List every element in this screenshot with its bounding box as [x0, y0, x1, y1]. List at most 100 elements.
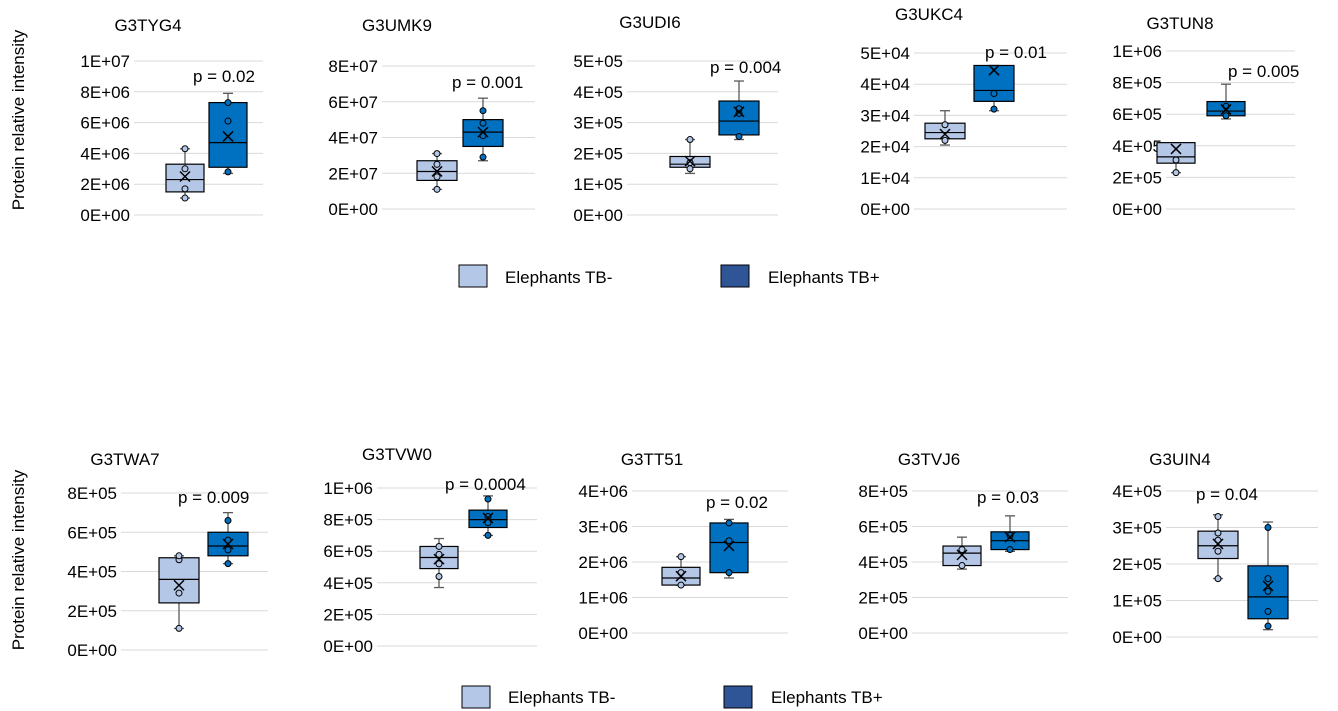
- box-tb-negative: [158, 552, 200, 632]
- y-tick-label: 1E+06: [323, 479, 373, 498]
- box-tb-positive: [990, 515, 1030, 554]
- data-point: [479, 153, 487, 161]
- box-tb-positive: [462, 97, 504, 162]
- data-point: [1264, 607, 1272, 615]
- mean-marker: [988, 64, 1000, 76]
- y-tick-label: 3E+05: [1112, 519, 1162, 538]
- legend-label-tb-negative: Elephants TB-: [508, 688, 615, 707]
- chart-title: G3TUN8: [1146, 14, 1213, 33]
- box-tb-negative: [165, 145, 205, 202]
- chart-panel-g3uin4: G3UIN4 0E+00 1E+05 2E+05 3E+05 4E+05 p = 0.04: [1112, 450, 1318, 647]
- p-value-label: p = 0.04: [1196, 485, 1258, 504]
- box-tb-negative: [661, 553, 701, 589]
- box-tb-positive: [973, 64, 1015, 113]
- mean-marker: [173, 579, 185, 591]
- y-tick-label: 8E+05: [858, 482, 908, 501]
- data-point: [1006, 546, 1014, 554]
- data-point: [958, 562, 966, 570]
- y-tick-label: 6E+05: [858, 518, 908, 537]
- data-point: [686, 159, 694, 167]
- y-tick-label: 1E+05: [1112, 592, 1162, 611]
- chart-title: G3UKC4: [895, 5, 963, 24]
- mean-marker: [723, 540, 735, 552]
- data-point: [479, 119, 487, 127]
- data-point: [433, 185, 441, 193]
- data-point: [735, 132, 743, 140]
- mean-marker: [1212, 538, 1224, 550]
- data-point: [181, 185, 189, 193]
- data-point: [224, 168, 232, 176]
- mean-marker: [433, 553, 445, 565]
- data-point: [1006, 531, 1014, 539]
- data-point: [1264, 587, 1272, 595]
- y-tick-label: 8E+05: [67, 484, 117, 503]
- y-tick-label: 0E+00: [860, 200, 910, 219]
- y-axis-title-top: Protein relative intensity: [9, 29, 28, 210]
- data-point: [1172, 169, 1180, 177]
- legend-label-tb-positive: Elephants TB+: [768, 268, 880, 287]
- y-tick-label: 0E+00: [1112, 200, 1162, 219]
- y-tick-label: 0E+00: [858, 624, 908, 643]
- data-point: [1264, 622, 1272, 630]
- y-tick-label: 8E+05: [1112, 74, 1162, 93]
- mean-marker: [939, 128, 951, 140]
- chart-panel-g3twa7: G3TWA7 0E+00 2E+05 4E+05 6E+05 8E+05 p = 0.009: [67, 450, 268, 660]
- y-tick-label: 0E+00: [80, 206, 130, 225]
- y-tick-label: 1E+06: [1112, 42, 1162, 61]
- legend-label-tb-positive: Elephants TB+: [771, 688, 883, 707]
- data-point: [686, 136, 694, 144]
- data-point: [677, 553, 685, 561]
- legend-top: Elephants TB- Elephants TB+: [458, 264, 880, 288]
- data-point: [1214, 513, 1222, 521]
- y-tick-label: 2E+06: [578, 553, 628, 572]
- chart-title: G3UDI6: [619, 13, 680, 32]
- chart-panels: G3TYG4 0E+00 2E+06 4E+06 6E+06 8E+06 1E+07 p = …: [67, 5, 1318, 660]
- data-point: [181, 145, 189, 153]
- box-tb-negative: [942, 536, 982, 570]
- y-tick-label: 6E+05: [323, 542, 373, 561]
- data-point: [1214, 529, 1222, 537]
- iqr-box: [709, 522, 749, 574]
- y-tick-label: 4E+05: [1112, 137, 1162, 156]
- legend-swatch-tb-negative: [458, 264, 488, 288]
- p-value-label: p = 0.001: [452, 73, 523, 92]
- mean-marker: [431, 165, 443, 177]
- legend-swatch-tb-negative: [461, 685, 491, 709]
- y-tick-label: 8E+07: [328, 57, 378, 76]
- chart-panel-g3umk9: G3UMK9 0E+00 2E+07 4E+07 6E+07 8E+07 p = 0.001: [328, 16, 535, 219]
- p-value-label: p = 0.005: [1228, 62, 1299, 81]
- data-point: [479, 107, 487, 115]
- mean-marker: [733, 106, 745, 118]
- y-tick-label: 0E+00: [578, 624, 628, 643]
- legend-swatch-tb-positive: [723, 685, 753, 709]
- y-tick-label: 6E+05: [67, 523, 117, 542]
- data-point: [435, 572, 443, 580]
- data-point: [990, 90, 998, 98]
- chart-title: G3TWA7: [90, 450, 159, 469]
- box-tb-negative: [419, 537, 459, 589]
- y-tick-label: 4E+05: [67, 563, 117, 582]
- y-tick-label: 4E+05: [858, 553, 908, 572]
- box-tb-negative: [416, 150, 458, 193]
- data-point: [175, 589, 183, 597]
- box-tb-positive: [207, 511, 249, 568]
- chart-panel-g3tun8: G3TUN8 0E+00 2E+05 4E+05 6E+05 8E+05 1E+06 p = …: [1112, 14, 1299, 219]
- data-point: [484, 512, 492, 520]
- box-tb-negative: [669, 136, 711, 175]
- data-point: [1264, 575, 1272, 583]
- y-tick-label: 0E+00: [323, 637, 373, 656]
- iqr-box: [208, 101, 248, 168]
- chart-title: G3TVJ6: [898, 450, 960, 469]
- y-tick-label: 2E+05: [323, 605, 373, 624]
- chart-title: G3TYG4: [114, 16, 181, 35]
- data-point: [433, 150, 441, 158]
- chart-panel-g3udi6: G3UDI6 0E+00 1E+05 2E+05 3E+05 4E+05 5E+05 p = …: [573, 13, 781, 225]
- y-tick-label: 5E+05: [573, 52, 623, 71]
- data-point: [224, 516, 232, 524]
- y-tick-label: 2E+05: [858, 589, 908, 608]
- p-value-label: p = 0.009: [178, 488, 249, 507]
- data-point: [181, 194, 189, 202]
- box-tb-positive: [709, 518, 749, 579]
- p-value-label: p = 0.02: [193, 67, 255, 86]
- y-tick-label: 4E+07: [328, 129, 378, 148]
